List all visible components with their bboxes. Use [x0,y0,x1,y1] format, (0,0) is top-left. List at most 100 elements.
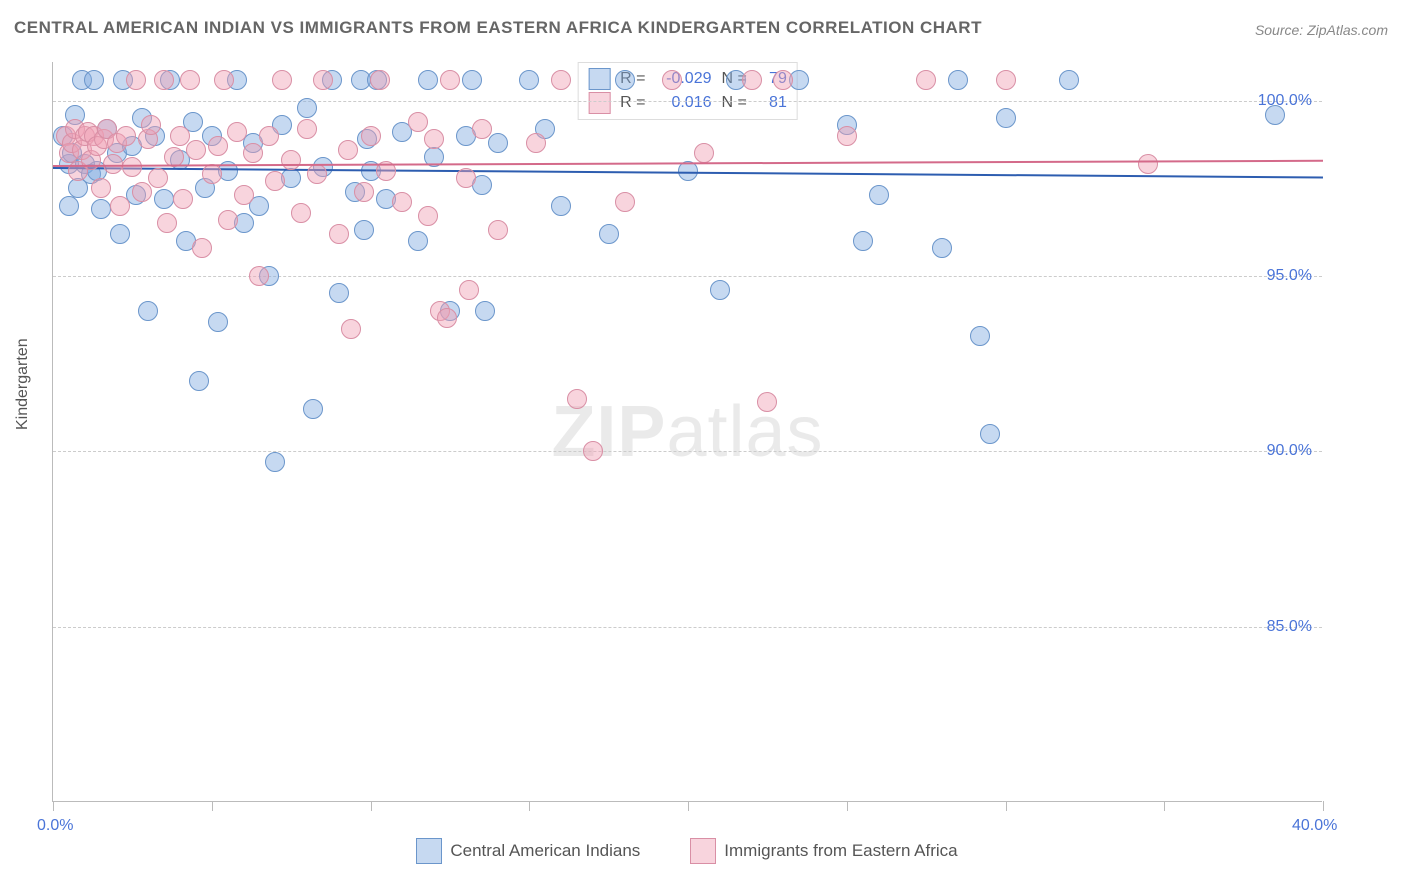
x-tick [212,801,213,811]
data-point [361,126,381,146]
data-point [202,164,222,184]
data-point [110,196,130,216]
data-point [227,122,247,142]
data-point [214,70,234,90]
data-point [154,189,174,209]
data-point [186,140,206,160]
data-point [662,70,682,90]
data-point [180,70,200,90]
gridline [53,276,1322,277]
gridline [53,101,1322,102]
data-point [932,238,952,258]
gridline [53,627,1322,628]
stats-row: R =0.016N =81 [588,91,787,115]
data-point [265,452,285,472]
x-tick [1164,801,1165,811]
data-point [291,203,311,223]
data-point [249,266,269,286]
data-point [456,168,476,188]
data-point [234,185,254,205]
data-point [567,389,587,409]
x-tick-label-right: 40.0% [1292,817,1337,835]
data-point [472,119,492,139]
data-point [132,182,152,202]
data-point [418,70,438,90]
x-tick [53,801,54,811]
data-point [126,70,146,90]
bottom-legend: Central American Indians Immigrants from… [52,838,1322,864]
gridline [53,451,1322,452]
data-point [157,213,177,233]
data-point [141,115,161,135]
data-point [392,192,412,212]
x-tick [847,801,848,811]
data-point [189,371,209,391]
data-point [773,70,793,90]
data-point [110,224,130,244]
data-point [192,238,212,258]
data-point [297,98,317,118]
y-tick-label: 90.0% [1267,442,1312,460]
data-point [354,220,374,240]
data-point [91,178,111,198]
data-point [218,210,238,230]
data-point [338,140,358,160]
data-point [475,301,495,321]
stat-value-r: 0.016 [656,94,712,112]
legend-item-2: Immigrants from Eastern Africa [690,838,957,864]
data-point [208,136,228,156]
data-point [551,196,571,216]
data-point [154,70,174,90]
data-point [853,231,873,251]
data-point [694,143,714,163]
data-point [583,441,603,461]
data-point [948,70,968,90]
legend-swatch-1 [416,838,442,864]
data-point [408,231,428,251]
y-tick-label: 100.0% [1258,92,1312,110]
data-point [116,126,136,146]
data-point [265,171,285,191]
data-point [462,70,482,90]
data-point [84,70,104,90]
data-point [418,206,438,226]
data-point [459,280,479,300]
data-point [551,70,571,90]
data-point [996,108,1016,128]
stat-value-n: 81 [757,94,787,112]
source-label: Source: ZipAtlas.com [1255,22,1388,38]
data-point [757,392,777,412]
data-point [281,150,301,170]
data-point [1138,154,1158,174]
legend-swatch-2 [690,838,716,864]
data-point [354,182,374,202]
data-point [272,70,292,90]
data-point [103,154,123,174]
data-point [297,119,317,139]
data-point [243,143,263,163]
data-point [341,319,361,339]
data-point [307,164,327,184]
data-point [148,168,168,188]
x-tick-label-left: 0.0% [37,817,73,835]
data-point [599,224,619,244]
data-point [437,308,457,328]
data-point [370,70,390,90]
data-point [519,70,539,90]
data-point [59,196,79,216]
stat-label-n: N = [722,94,747,112]
x-tick [529,801,530,811]
stats-swatch [588,92,610,114]
data-point [1265,105,1285,125]
x-tick [1006,801,1007,811]
data-point [259,126,279,146]
stats-legend: R =-0.029N =79R =0.016N =81 [577,62,798,120]
x-tick [371,801,372,811]
data-point [91,199,111,219]
stats-swatch [588,68,610,90]
data-point [996,70,1016,90]
data-point [837,126,857,146]
data-point [615,192,635,212]
chart-title: CENTRAL AMERICAN INDIAN VS IMMIGRANTS FR… [14,18,982,38]
legend-label-2: Immigrants from Eastern Africa [724,841,957,861]
